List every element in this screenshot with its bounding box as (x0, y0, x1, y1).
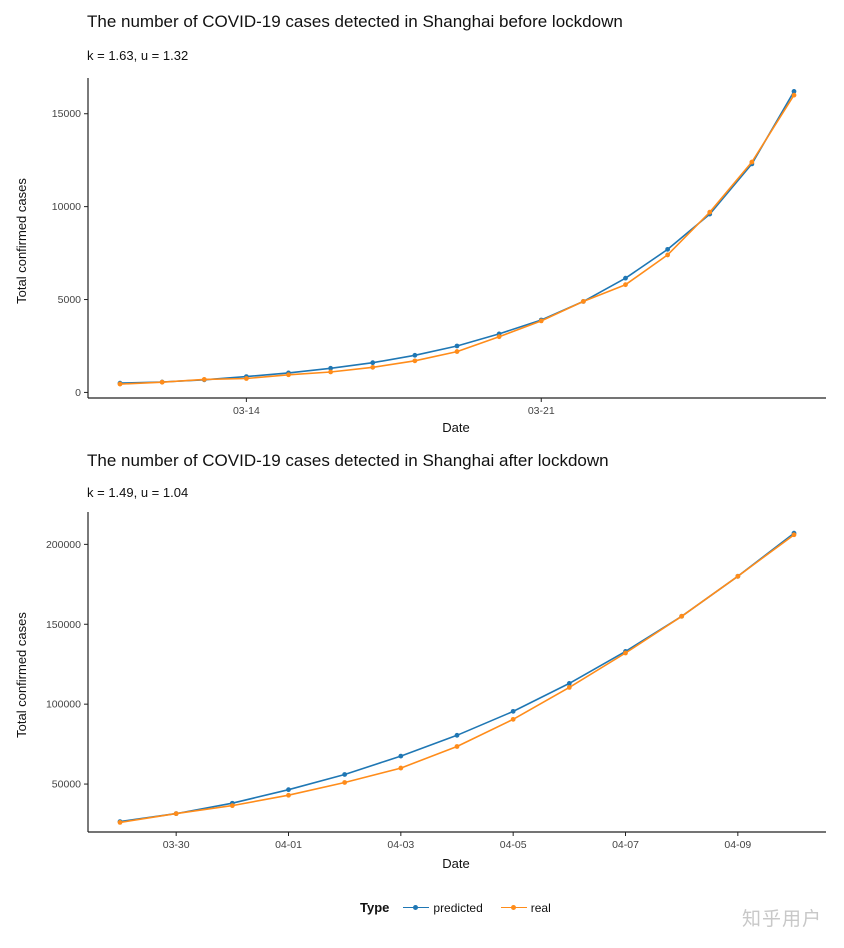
chart1-real-point (370, 364, 376, 370)
chart1-predicted-point (791, 89, 797, 94)
chart2-x-tick-label: 03-30 (163, 839, 190, 851)
chart2-series-predicted-line (119, 532, 795, 823)
chart2-real-point (679, 613, 685, 619)
chart2-real-point (117, 820, 123, 825)
chart1-real-point (538, 318, 544, 324)
chart2-subtitle: k = 1.49, u = 1.04 (87, 485, 189, 500)
chart1-subtitle: k = 1.63, u = 1.32 (87, 48, 189, 63)
chart1-real-point (749, 159, 755, 165)
chart1-predicted-point (370, 360, 376, 366)
chart1-x-tick-label: 03-21 (528, 405, 555, 417)
chart2-real-point (454, 744, 460, 749)
chart2-real-point (173, 811, 179, 817)
chart2-predicted-point (286, 787, 291, 793)
legend-key-real (500, 903, 527, 913)
legend: Type predicted real (360, 900, 561, 915)
chart2-real-point (286, 792, 291, 798)
legend-label-real: real (530, 900, 551, 915)
chart1-series-predicted-line (119, 90, 795, 384)
chart1-real-point (707, 209, 713, 215)
chart1-title: The number of COVID-19 cases detected in… (87, 12, 623, 31)
chart1-plot: 0 5000 10000 15000 03-14 03-21 Date Total confi… (14, 78, 826, 435)
chart1-real-point (665, 252, 671, 258)
chart2-predicted-point (454, 732, 460, 738)
chart1-real-point (623, 282, 628, 288)
chart2-x-axis-title: Date (442, 856, 469, 871)
chart1-predicted-point (623, 275, 628, 281)
chart1-real-point (159, 379, 165, 385)
chart1-predicted-point (412, 352, 418, 358)
chart2-real-point (735, 573, 741, 579)
chart1-real-point (791, 92, 797, 98)
chart1-x-axis-title: Date (442, 420, 469, 435)
chart2-real-point (623, 650, 628, 656)
chart2-x-tick-label: 04-01 (275, 839, 302, 851)
chart1-y-tick-label: 10000 (52, 201, 81, 213)
chart2-plot: 50000 100000 150000 200000 03-30 04-01 04-03 04… (14, 512, 826, 871)
chart2-predicted-point (566, 680, 572, 686)
chart2-y-tick-label: 200000 (46, 539, 81, 551)
chart2-y-tick-label: 150000 (46, 619, 81, 631)
legend-key-predicted (403, 903, 430, 913)
chart2-predicted-point (398, 753, 404, 759)
chart2-predicted-point (342, 772, 348, 777)
chart1-real-point (117, 381, 123, 387)
chart2-real-point (342, 780, 348, 785)
chart1-real-point (201, 377, 207, 382)
chart1-real-point (580, 298, 586, 304)
chart1-x-tick-label: 03-14 (233, 405, 260, 417)
chart1-predicted-point (665, 246, 671, 252)
chart1-predicted-point (454, 343, 460, 349)
chart2-real-point (398, 765, 404, 771)
chart2-x-tick-label: 04-05 (500, 839, 527, 851)
chart2-x-tick-label: 04-03 (387, 839, 414, 851)
chart2-real-point (510, 716, 516, 722)
chart1-real-point (496, 334, 502, 340)
chart1-real-point (328, 369, 334, 375)
chart2-predicted-point (510, 708, 516, 714)
watermark: 知乎用户 (741, 909, 822, 930)
chart2-real-point (566, 684, 572, 690)
chart1-y-axis-title: Total confirmed cases (14, 178, 29, 304)
chart2-real-point (791, 532, 797, 538)
chart2-title: The number of COVID-19 cases detected in… (87, 451, 609, 470)
chart1-real-point (286, 372, 291, 378)
chart1-real-point (243, 376, 249, 381)
chart1-real-point (412, 358, 418, 364)
chart1-y-tick-label: 0 (75, 387, 81, 399)
legend-item-predicted: predicted (403, 900, 483, 915)
chart2-x-tick-label: 04-07 (612, 839, 639, 851)
chart2-series-real-line (119, 534, 795, 824)
chart2-y-tick-label: 100000 (46, 699, 81, 711)
chart2-y-tick-label: 50000 (52, 779, 81, 791)
chart1-predicted-point (328, 365, 334, 371)
chart2-real-point (229, 803, 235, 809)
chart1-y-tick-label: 5000 (58, 294, 82, 306)
legend-title: Type (360, 900, 390, 915)
chart1-series-real-line (119, 94, 795, 385)
legend-item-real: real (500, 900, 551, 915)
legend-label-predicted: predicted (433, 900, 483, 915)
chart2-x-tick-label: 04-09 (724, 839, 751, 851)
chart1-y-tick-label: 15000 (52, 108, 81, 120)
chart2-y-axis-title: Total confirmed cases (14, 612, 29, 738)
chart1-real-point (454, 349, 460, 354)
